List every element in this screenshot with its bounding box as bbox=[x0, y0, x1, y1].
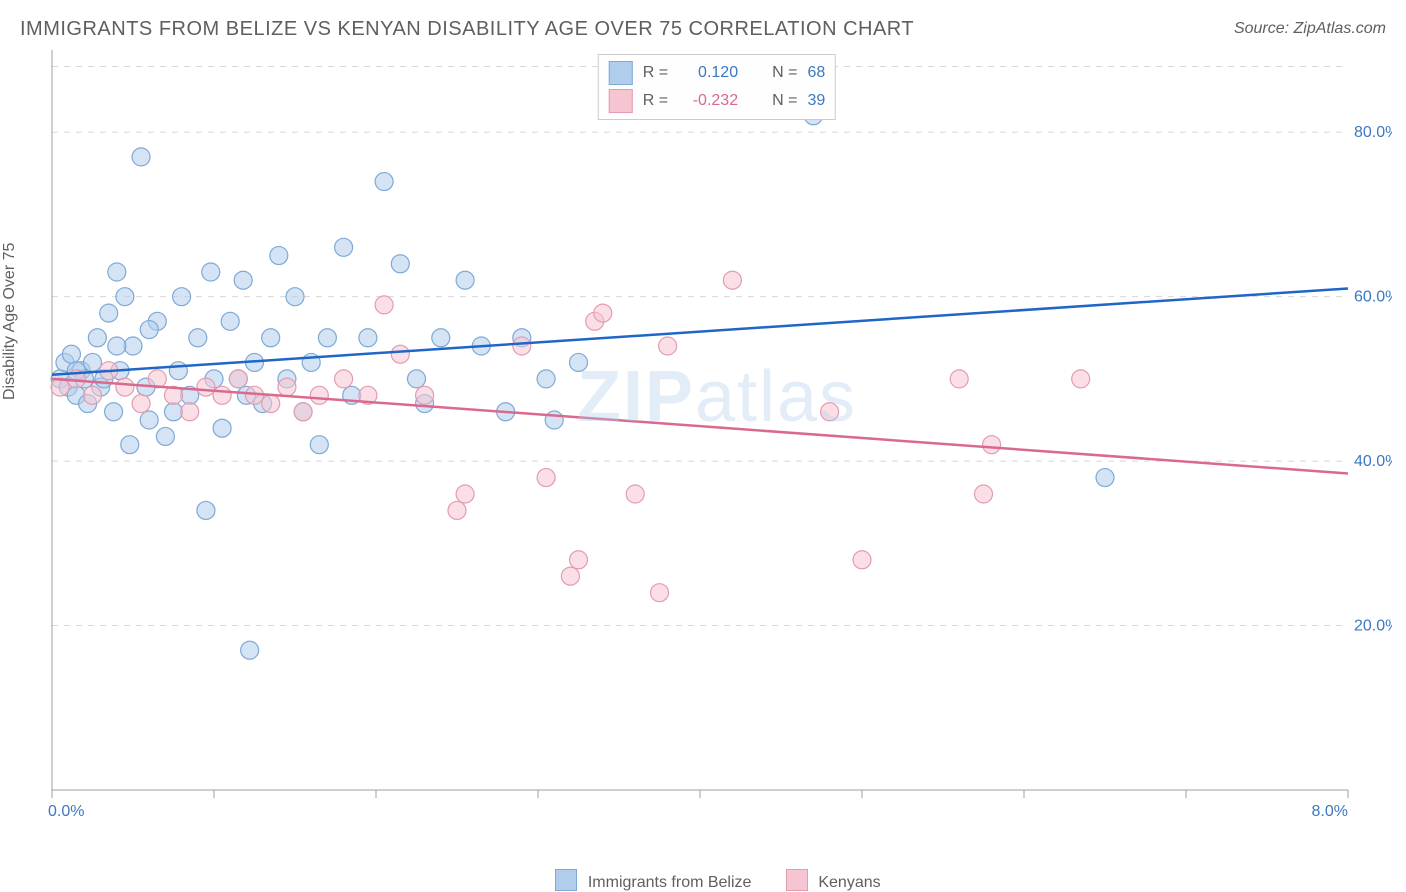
chart-title: IMMIGRANTS FROM BELIZE VS KENYAN DISABIL… bbox=[20, 18, 914, 40]
n-label: N = bbox=[772, 92, 797, 110]
n-label: N = bbox=[772, 64, 797, 82]
series-legend: Immigrants from Belize Kenyans bbox=[0, 869, 1406, 892]
legend-row-kenyans: R = -0.232 N = 39 bbox=[609, 87, 825, 115]
legend-swatch-belize-icon bbox=[555, 869, 577, 891]
legend-row-belize: R = 0.120 N = 68 bbox=[609, 59, 825, 87]
legend-label-belize: Immigrants from Belize bbox=[588, 874, 752, 891]
legend-swatch-belize bbox=[609, 61, 633, 85]
r-value-kenyans: -0.232 bbox=[678, 92, 738, 110]
n-value-belize: 68 bbox=[807, 64, 825, 82]
scatter-chart: 20.0% 40.0% 60.0% 80.0% 0.0% 8.0% bbox=[42, 50, 1392, 820]
legend-swatch-kenyans bbox=[609, 89, 633, 113]
y-axis-label: Disability Age Over 75 bbox=[1, 243, 19, 400]
chart-area: R = 0.120 N = 68 R = -0.232 N = 39 ZIPat… bbox=[42, 50, 1392, 820]
n-value-kenyans: 39 bbox=[807, 92, 825, 110]
svg-text:60.0%: 60.0% bbox=[1354, 289, 1392, 306]
r-label: R = bbox=[643, 64, 668, 82]
svg-text:0.0%: 0.0% bbox=[48, 803, 84, 820]
svg-text:20.0%: 20.0% bbox=[1354, 618, 1392, 635]
svg-text:80.0%: 80.0% bbox=[1354, 124, 1392, 141]
r-label: R = bbox=[643, 92, 668, 110]
legend-label-kenyans: Kenyans bbox=[818, 874, 880, 891]
r-value-belize: 0.120 bbox=[678, 64, 738, 82]
stats-legend: R = 0.120 N = 68 R = -0.232 N = 39 bbox=[598, 54, 836, 120]
source-label: Source: ZipAtlas.com bbox=[1234, 20, 1386, 38]
svg-text:8.0%: 8.0% bbox=[1312, 803, 1348, 820]
legend-swatch-kenyans-icon bbox=[786, 869, 808, 891]
svg-text:40.0%: 40.0% bbox=[1354, 453, 1392, 470]
